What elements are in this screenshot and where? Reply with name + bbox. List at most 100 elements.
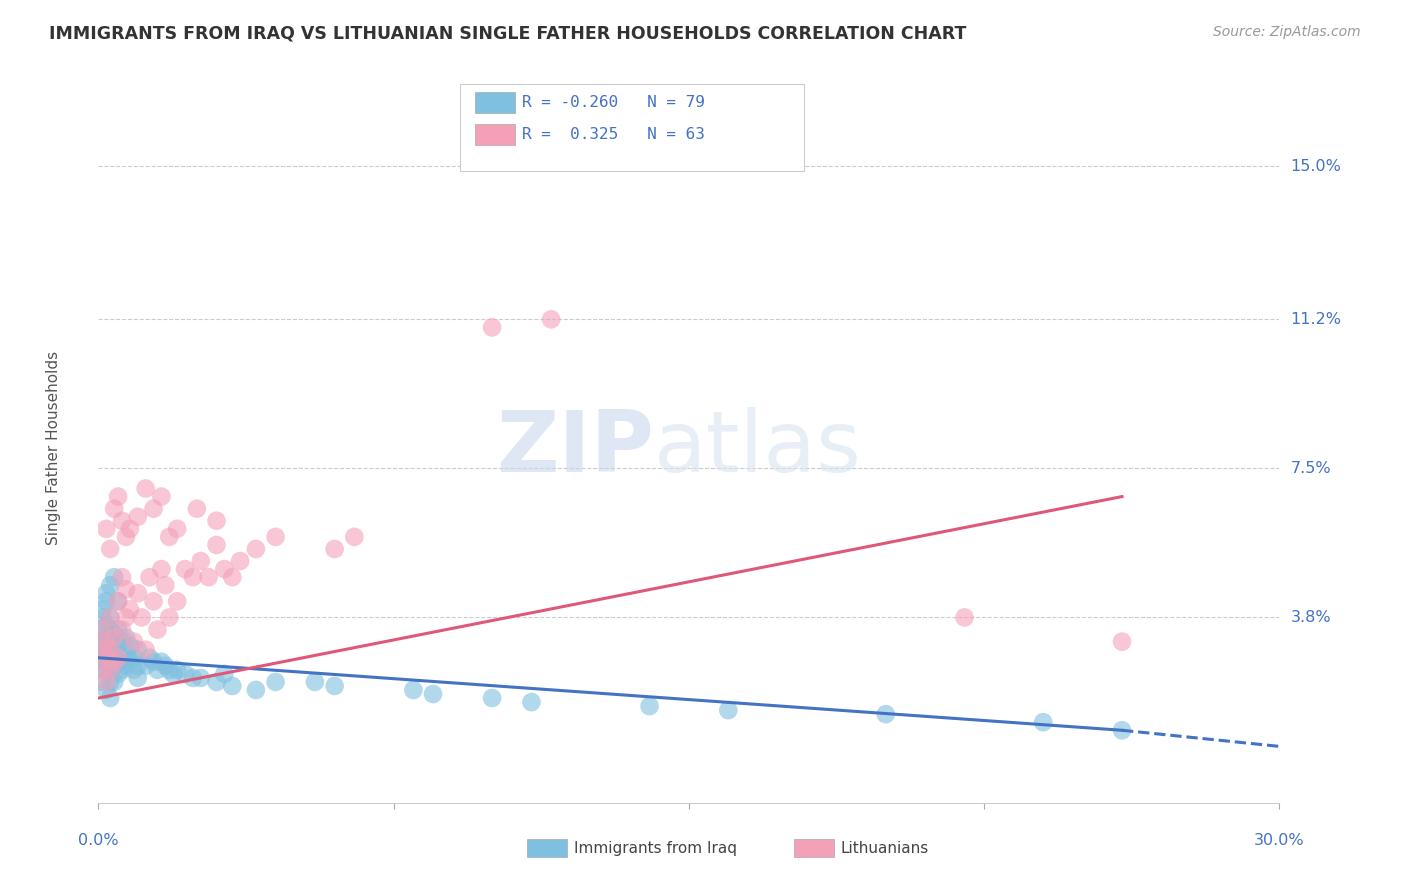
Point <box>111 623 134 637</box>
Point <box>98 663 121 677</box>
Point <box>245 541 267 556</box>
Text: Source: ZipAtlas.com: Source: ZipAtlas.com <box>1213 25 1361 39</box>
Point <box>98 639 121 653</box>
Point <box>96 650 118 665</box>
Point <box>107 623 129 637</box>
Point <box>150 655 173 669</box>
Text: 7.5%: 7.5% <box>1291 461 1331 475</box>
Point <box>264 674 287 689</box>
Point <box>221 570 243 584</box>
Text: ZIP: ZIP <box>496 407 654 490</box>
Point <box>98 642 121 657</box>
Point <box>402 683 425 698</box>
Point <box>122 650 145 665</box>
Point <box>1111 723 1133 738</box>
Point <box>127 509 149 524</box>
Text: R =  0.325   N = 63: R = 0.325 N = 63 <box>522 128 704 142</box>
Point <box>181 671 204 685</box>
Point <box>115 530 138 544</box>
Point <box>138 570 160 584</box>
Point <box>103 626 125 640</box>
Point <box>107 594 129 608</box>
Point <box>135 482 157 496</box>
Point <box>103 674 125 689</box>
Point <box>91 663 114 677</box>
Point <box>107 594 129 608</box>
Point <box>127 642 149 657</box>
Point <box>422 687 444 701</box>
Point <box>96 594 118 608</box>
Point <box>304 674 326 689</box>
Point <box>142 655 165 669</box>
Point <box>221 679 243 693</box>
Point <box>98 674 121 689</box>
Point <box>96 655 118 669</box>
Text: IMMIGRANTS FROM IRAQ VS LITHUANIAN SINGLE FATHER HOUSEHOLDS CORRELATION CHART: IMMIGRANTS FROM IRAQ VS LITHUANIAN SINGL… <box>49 25 966 43</box>
Point <box>103 642 125 657</box>
Point <box>190 554 212 568</box>
Point <box>115 610 138 624</box>
Point <box>197 570 219 584</box>
Point <box>146 623 169 637</box>
Point <box>157 530 180 544</box>
Text: R = -0.260   N = 79: R = -0.260 N = 79 <box>522 95 704 110</box>
Text: Lithuanians: Lithuanians <box>841 841 929 855</box>
Point <box>146 663 169 677</box>
Point <box>96 618 118 632</box>
Point <box>174 562 197 576</box>
Point <box>111 634 134 648</box>
Text: 30.0%: 30.0% <box>1254 833 1305 848</box>
Point <box>103 631 125 645</box>
Point <box>91 602 114 616</box>
Point <box>96 634 118 648</box>
Point <box>118 655 141 669</box>
Point <box>103 655 125 669</box>
Point <box>98 663 121 677</box>
Point <box>190 671 212 685</box>
Point <box>214 666 236 681</box>
Point <box>166 594 188 608</box>
Point <box>127 658 149 673</box>
Point <box>155 578 177 592</box>
Point <box>157 610 180 624</box>
Point <box>142 501 165 516</box>
Point <box>540 312 562 326</box>
Point <box>115 582 138 597</box>
Point <box>111 663 134 677</box>
Point <box>131 610 153 624</box>
Point <box>520 695 543 709</box>
Point <box>103 658 125 673</box>
Point <box>150 490 173 504</box>
Point <box>245 683 267 698</box>
Point <box>229 554 252 568</box>
Point <box>91 623 114 637</box>
Point <box>205 674 228 689</box>
Point <box>91 674 114 689</box>
Point <box>118 602 141 616</box>
Text: 3.8%: 3.8% <box>1291 610 1331 625</box>
Point <box>115 647 138 661</box>
Point <box>186 501 208 516</box>
Point <box>205 538 228 552</box>
Text: 15.0%: 15.0% <box>1291 159 1341 174</box>
Text: 11.2%: 11.2% <box>1291 312 1341 326</box>
Point <box>107 655 129 669</box>
Point <box>155 658 177 673</box>
Point <box>122 663 145 677</box>
Point <box>91 642 114 657</box>
Point <box>135 658 157 673</box>
Point <box>481 691 503 706</box>
Point <box>98 610 121 624</box>
Point <box>127 586 149 600</box>
Point <box>107 666 129 681</box>
Point <box>323 541 346 556</box>
Point <box>118 639 141 653</box>
Point <box>91 663 114 677</box>
Point <box>138 650 160 665</box>
Point <box>875 707 897 722</box>
Point <box>638 699 661 714</box>
Point <box>157 663 180 677</box>
Point <box>96 631 118 645</box>
Point <box>717 703 740 717</box>
Point <box>96 586 118 600</box>
